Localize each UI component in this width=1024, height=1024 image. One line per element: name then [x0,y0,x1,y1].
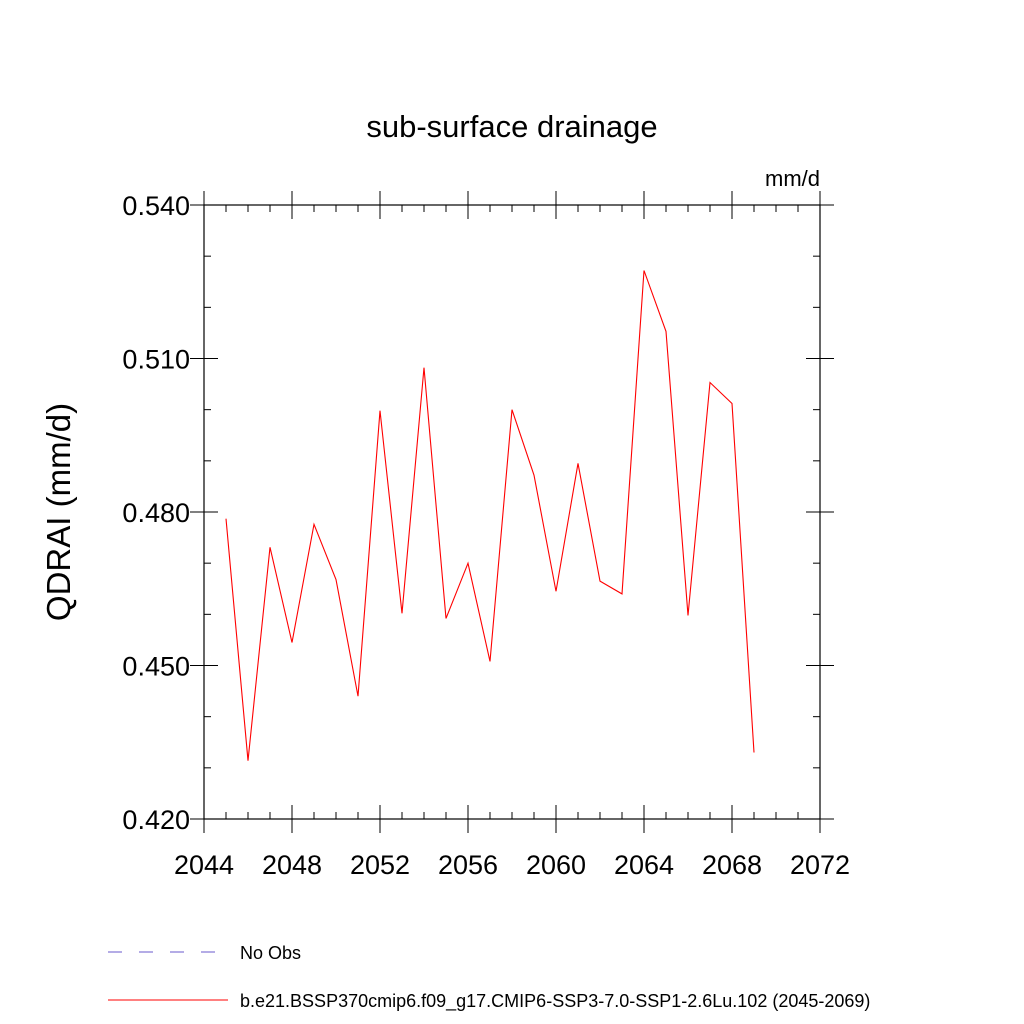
plot-border [203,204,821,820]
x-tick-label: 2044 [174,850,234,880]
series-line [225,270,755,761]
y-tick-label: 0.480 [122,498,190,528]
x-tick-label: 2068 [702,850,762,880]
legend-label: b.e21.BSSP370cmip6.f09_g17.CMIP6-SSP3-7.… [240,991,870,1012]
chart-title: sub-surface drainage [366,109,657,144]
y-axis-label: QDRAI (mm/d) [40,403,77,621]
x-tick-label: 2060 [526,850,586,880]
y-tick-label: 0.420 [122,805,190,835]
x-tick-label: 2052 [350,850,410,880]
legend: No Obs b.e21.BSSP370cmip6.f09_g17.CMIP6-S… [108,943,870,1012]
data-series [225,270,755,761]
plot-frame [203,204,821,820]
units-label: mm/d [765,166,820,191]
legend-label: No Obs [240,943,301,963]
x-axis-ticks: 2044 2048 2052 2056 2060 2064 2068 2072 [174,191,850,880]
x-tick-label: 2072 [790,850,850,880]
x-tick-label: 2056 [438,850,498,880]
y-axis-ticks: 0.420 0.450 0.480 0.510 0.540 [122,191,834,835]
x-tick-label: 2048 [262,850,322,880]
y-tick-label: 0.450 [122,652,190,682]
y-tick-label: 0.510 [122,345,190,375]
y-tick-label: 0.540 [122,191,190,221]
x-tick-label: 2064 [614,850,674,880]
